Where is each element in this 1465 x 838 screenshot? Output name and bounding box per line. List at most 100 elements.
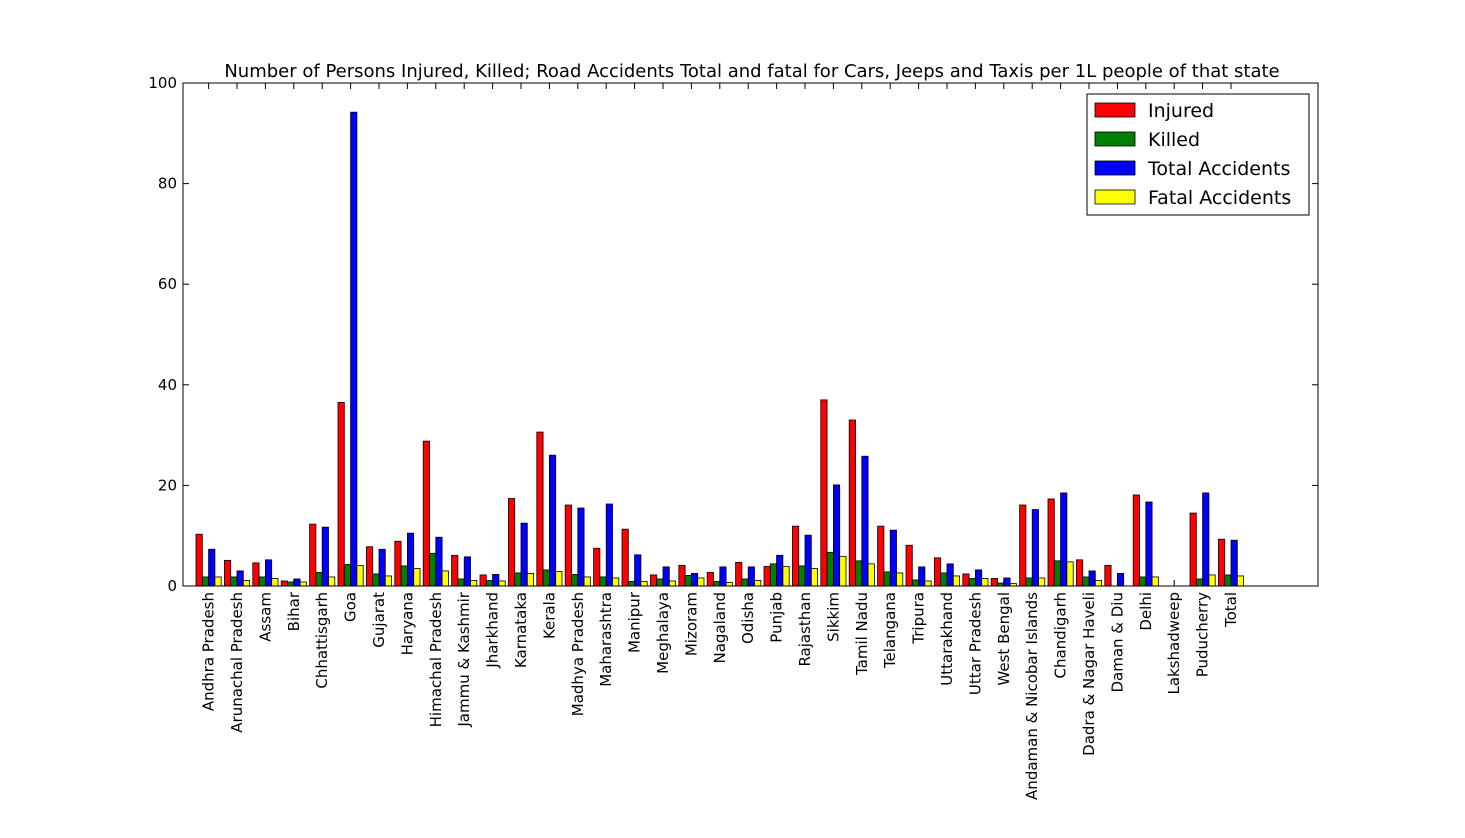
bar-injured-puducherry <box>1189 512 1197 587</box>
bar-fatal-accidents-chhattisgarh <box>328 576 336 587</box>
bar-fatal-accidents-tripura <box>924 580 932 587</box>
bar-total-accidents-goa <box>350 111 358 587</box>
bar-killed-nagaland <box>713 581 721 587</box>
bar-total-accidents-jharkhand <box>492 574 500 587</box>
x-tick-label: Sikkim <box>824 592 842 642</box>
bar-killed-mizoram <box>684 575 692 587</box>
bar-fatal-accidents-uttarakhand <box>952 575 960 587</box>
bar-injured-west-bengal <box>990 578 998 587</box>
bar-injured-chandigarh <box>1047 498 1055 587</box>
bar-killed-andaman-nicobar-islands <box>1025 577 1033 587</box>
bar-total-accidents-west-bengal <box>1003 577 1011 587</box>
bar-fatal-accidents-puducherry <box>1208 574 1216 587</box>
bar-killed-himachal-pradesh <box>429 552 437 587</box>
bar-total-accidents-sikkim <box>833 484 841 587</box>
bar-killed-total <box>1224 574 1232 587</box>
bar-killed-arunachal-pradesh <box>230 576 238 587</box>
x-tick-label: Karnataka <box>512 592 530 668</box>
bar-total-accidents-maharashtra <box>605 503 613 587</box>
x-tick-label: Uttarakhand <box>938 592 956 686</box>
bar-fatal-accidents-bihar <box>299 581 307 587</box>
bar-killed-sikkim <box>826 551 834 587</box>
bar-fatal-accidents-mizoram <box>697 577 705 587</box>
legend-swatch-injured <box>1094 102 1136 118</box>
x-tick-label: Haryana <box>398 592 416 655</box>
bar-total-accidents-chhattisgarh <box>321 526 329 587</box>
x-tick-label: Kerala <box>540 592 558 639</box>
x-tick-label: Goa <box>342 592 360 622</box>
x-tick-label: Tripura <box>910 592 928 645</box>
bar-total-accidents-karnataka <box>520 522 528 587</box>
bar-fatal-accidents-manipur <box>640 581 648 587</box>
bar-fatal-accidents-maharashtra <box>612 577 620 587</box>
bar-fatal-accidents-tamil-nadu <box>867 563 875 587</box>
x-tick-label: Jammu & Kashmir <box>455 591 473 727</box>
bar-killed-kerala <box>542 569 550 587</box>
bar-injured-arunachal-pradesh <box>223 559 232 587</box>
bar-killed-chandigarh <box>1053 560 1062 587</box>
bar-injured-manipur <box>621 528 629 587</box>
x-tick-label: Odisha <box>739 592 757 644</box>
bars-layer <box>195 111 1245 587</box>
legend-swatch-fatal-accidents <box>1094 189 1136 205</box>
bar-fatal-accidents-sikkim <box>839 555 847 587</box>
bar-total-accidents-tripura <box>918 566 926 587</box>
bar-killed-karnataka <box>514 572 522 587</box>
bar-total-accidents-odisha <box>747 566 755 587</box>
x-tick-label: Madhya Pradesh <box>569 592 587 716</box>
x-tick-label: Dadra & Nagar Haveli <box>1080 592 1098 756</box>
bar-fatal-accidents-nagaland <box>725 582 733 587</box>
bar-injured-nagaland <box>706 572 714 587</box>
bar-injured-punjab <box>763 565 771 587</box>
bar-killed-uttarakhand <box>940 572 948 587</box>
bar-killed-telangana <box>883 571 891 587</box>
x-tick-label: Meghalaya <box>654 592 672 674</box>
bar-fatal-accidents-total <box>1236 575 1245 587</box>
bar-fatal-accidents-gujarat <box>384 575 392 587</box>
bar-injured-chhattisgarh <box>309 523 317 587</box>
bar-total-accidents-telangana <box>889 529 897 587</box>
x-tick-label: Mizoram <box>682 592 700 656</box>
bar-total-accidents-daman-diu <box>1117 573 1125 587</box>
bar-total-accidents-puducherry <box>1202 492 1210 587</box>
bar-fatal-accidents-chandigarh <box>1066 561 1074 587</box>
bar-fatal-accidents-punjab <box>782 565 790 587</box>
bar-killed-tripura <box>911 579 919 587</box>
bar-fatal-accidents-haryana <box>413 567 421 587</box>
bar-killed-rajasthan <box>798 565 806 587</box>
bar-injured-rajasthan <box>792 525 800 587</box>
bar-killed-chhattisgarh <box>315 572 323 587</box>
axis-layer: 0 20 40 60 80 100 Andhra Pradesh Arunachal Prad… <box>148 74 1319 800</box>
bar-fatal-accidents-telangana <box>896 572 904 587</box>
bar-fatal-accidents-himachal-pradesh <box>441 570 449 587</box>
bar-killed-andhra-pradesh <box>201 576 210 587</box>
bar-injured-total <box>1218 538 1226 587</box>
x-tick-label: Puducherry <box>1194 592 1212 677</box>
legend-swatch-killed <box>1094 131 1136 147</box>
bar-total-accidents-andhra-pradesh <box>208 548 216 587</box>
bar-total-accidents-gujarat <box>378 548 386 587</box>
bar-fatal-accidents-madhya-pradesh <box>583 576 591 587</box>
bar-killed-jharkhand <box>485 580 493 587</box>
x-tick-label: Assam <box>256 592 274 642</box>
bar-injured-meghalaya <box>650 574 658 587</box>
bar-killed-madhya-pradesh <box>571 574 579 587</box>
x-tick-label: Telangana <box>881 592 899 669</box>
bar-killed-assam <box>258 576 266 587</box>
bar-injured-bihar <box>280 580 288 587</box>
bar-total-accidents-delhi <box>1145 501 1153 587</box>
bar-injured-uttarakhand <box>934 557 942 587</box>
x-tick-label: Tamil Nadu <box>853 592 871 676</box>
bar-injured-mizoram <box>678 564 686 587</box>
x-tick-label: Himachal Pradesh <box>427 592 445 727</box>
bar-killed-haryana <box>400 565 408 587</box>
bar-killed-dadra-nagar-haveli <box>1082 576 1090 587</box>
bar-total-accidents-dadra-nagar-haveli <box>1088 570 1096 587</box>
bar-injured-telangana <box>877 525 885 587</box>
y-tick-label: 100 <box>148 74 177 92</box>
bar-fatal-accidents-arunachal-pradesh <box>242 580 251 587</box>
plot-frame <box>182 82 1319 587</box>
bar-total-accidents-meghalaya <box>662 566 670 587</box>
bar-total-accidents-uttar-pradesh <box>975 569 983 587</box>
